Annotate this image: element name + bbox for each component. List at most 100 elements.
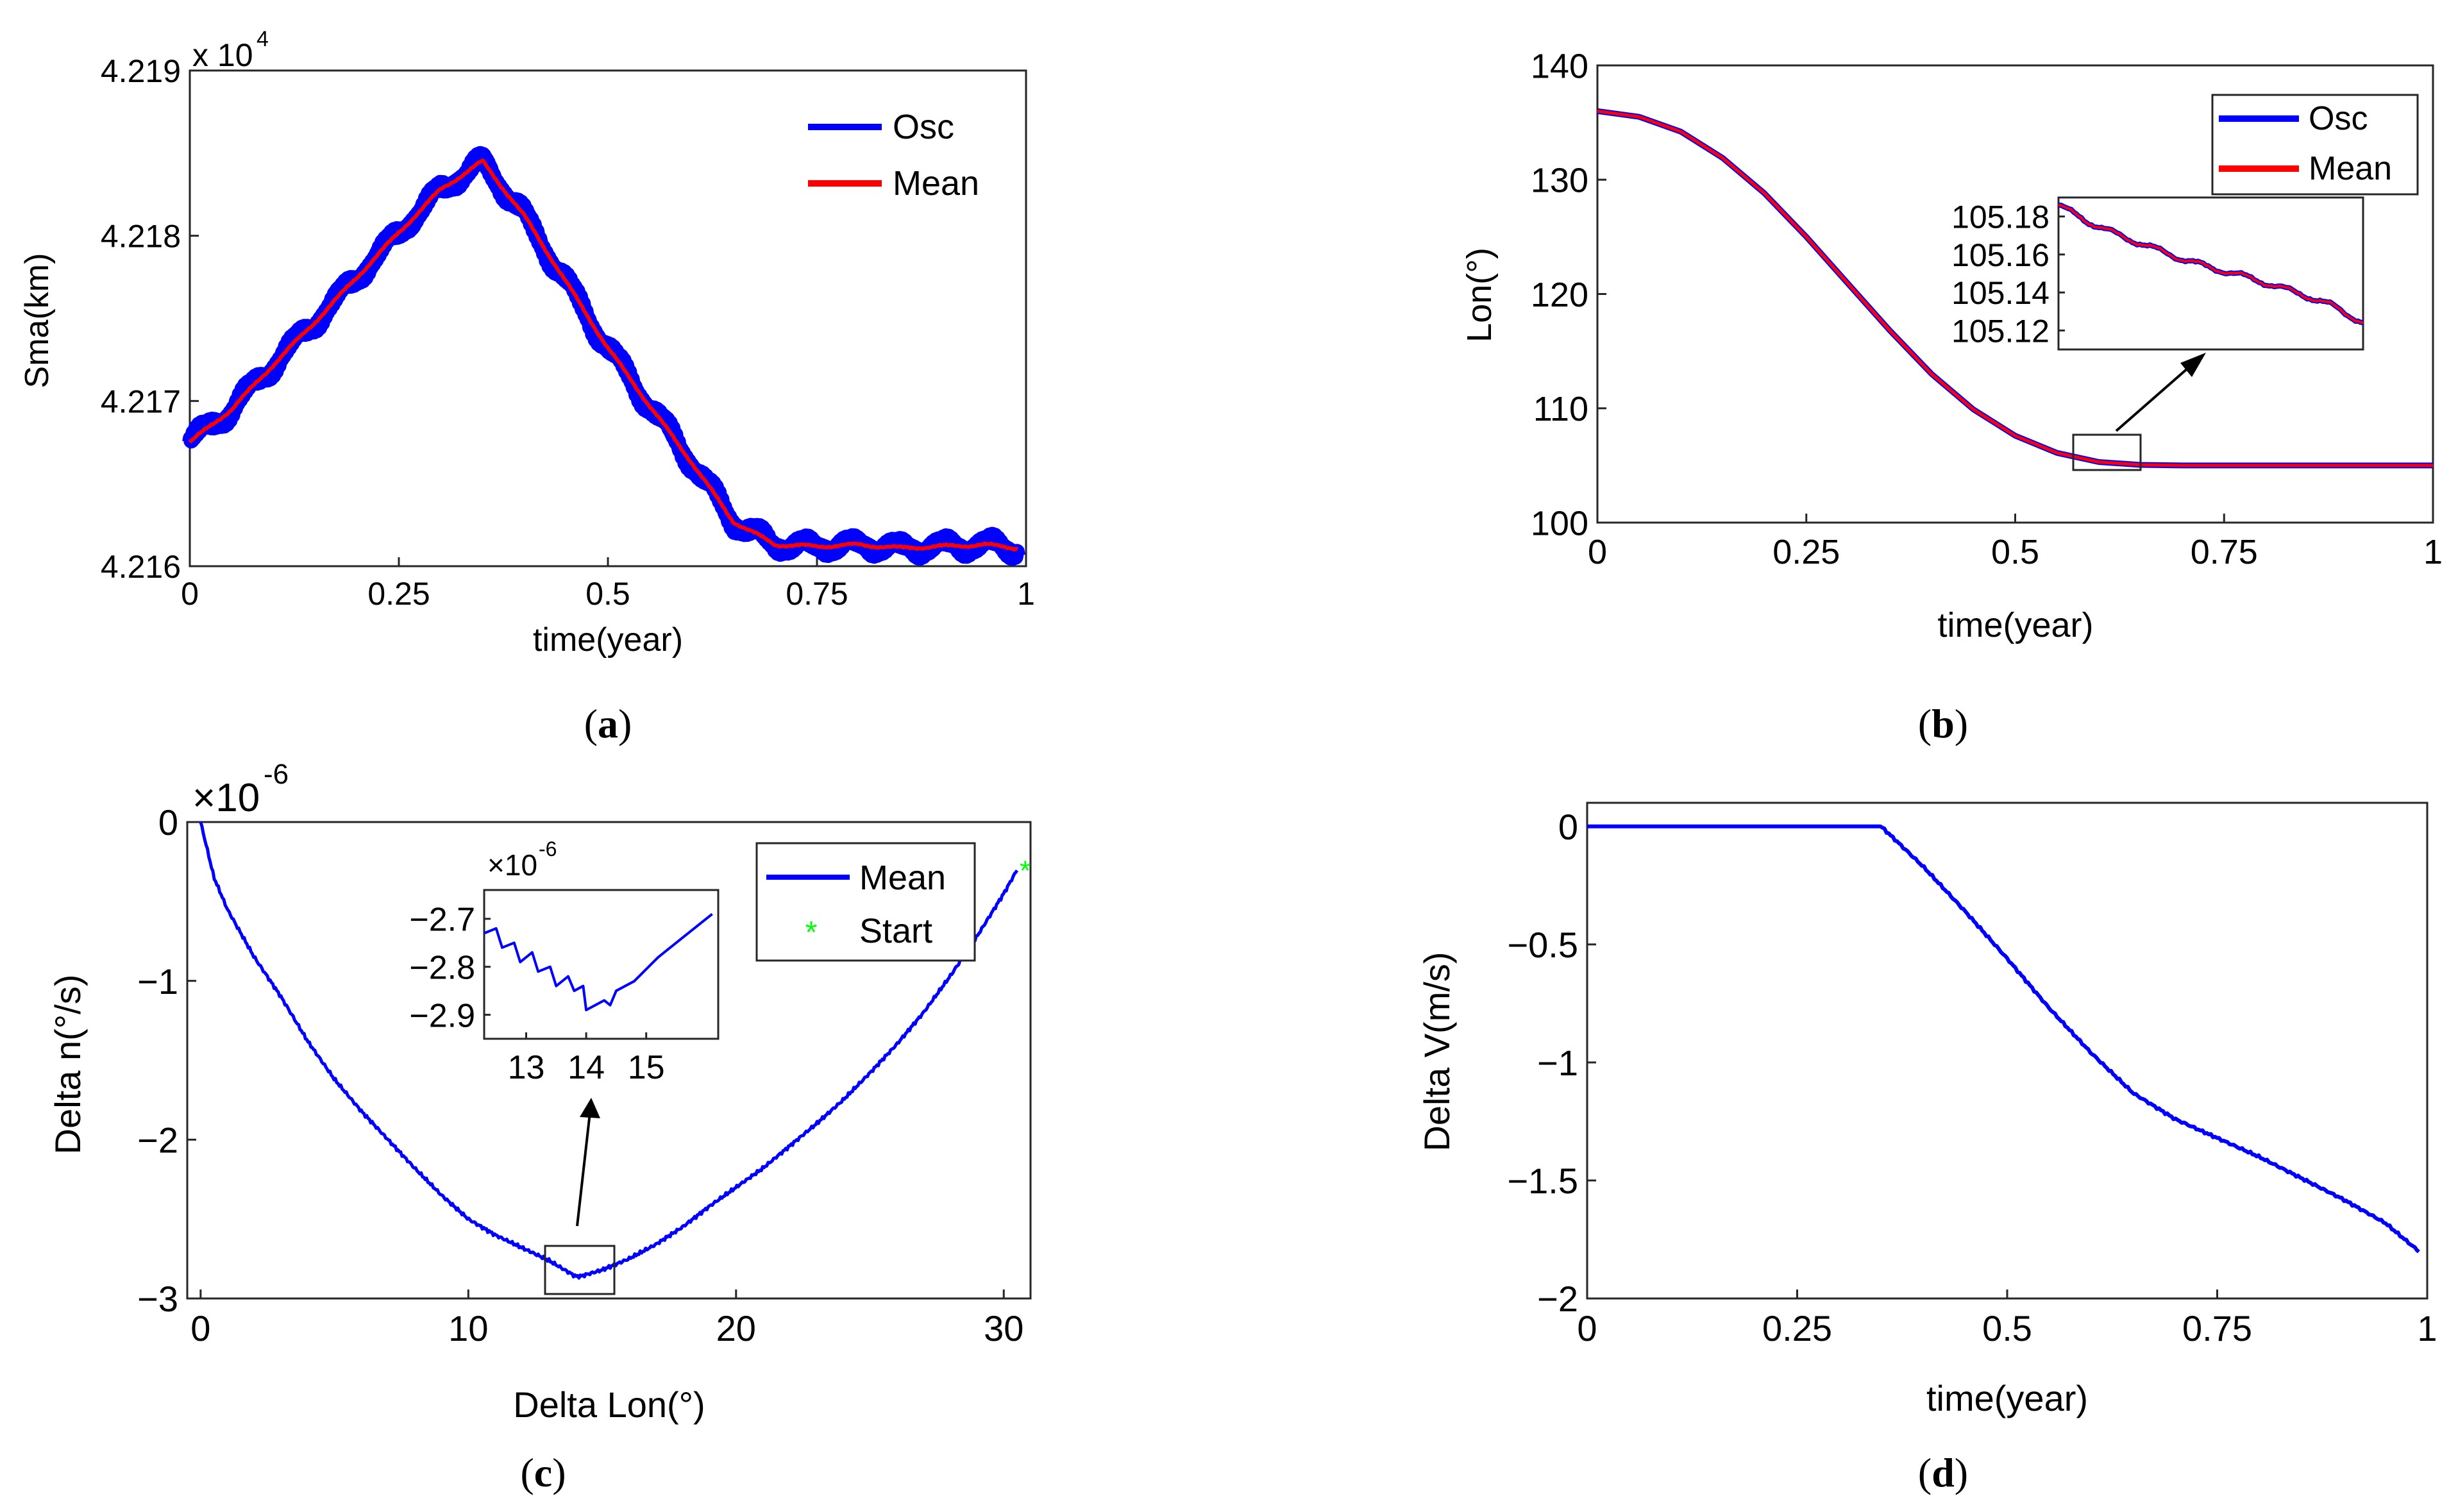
panel-b-x-ticks: 0 0.25 0.5 0.75 1 [1588,514,2443,571]
panel-b-legend-box [2211,94,2419,196]
panel-c-caption: (c) [520,1450,566,1495]
panel-c-inset-line [484,912,713,1012]
panel-b-ylabel: Lon(°) [1460,248,1499,342]
panel-c-ylabel: Delta n(°/s) [47,975,88,1155]
panel-d-ytick-label: −2 [1537,1279,1578,1319]
panel-c-start-point: * [1020,855,1031,886]
panel-b-inset-ytick-label: 105.16 [1951,237,2050,273]
panel-b-legend-osc: Osc [2309,100,2368,137]
panel-c-axes-box [186,821,1032,1300]
panel-d-line [1587,824,2420,1254]
panel-b-caption: (b) [1918,701,1968,746]
panel-c-xtick-label: 30 [984,1308,1023,1348]
panel-b-inset-mean-line [2058,203,2364,324]
panel-a-mean-line [188,158,1018,552]
panel-c-mean-series [199,821,1019,1280]
panel-b-ytick-label: 130 [1531,162,1588,200]
panel-c-legend-start-marker: * [805,916,818,950]
panel-c-xtick-label: 10 [448,1308,488,1348]
panel-c-ytick-label: −2 [137,1120,178,1160]
panel-c: 0 10 20 30 0 −1 −2 −3 ×10 -6 ×10 -6 13 14 15 −2.… [47,759,1032,1495]
panel-c-ytick-label: −3 [137,1279,178,1319]
panel-c-zoom-box [544,1245,616,1295]
panel-a-ytick-label: 4.216 [101,549,181,585]
panel-d-x-ticks: 0 0.25 0.5 0.75 1 [1577,1289,2437,1348]
panel-c-legend-start: Start [859,912,932,950]
panel-c-zoom-arrow [576,1112,591,1227]
panel-a-legend-mean: Mean [893,164,979,203]
panel-a-ylabel: Sma(km) [19,253,56,389]
panel-b-xtick-label: 0.75 [2191,533,2258,571]
panel-b-xtick-label: 0 [1588,533,1607,571]
panel-c-legend-mean: Mean [859,859,946,897]
panel-d-xtick-label: 0 [1577,1308,1597,1348]
panel-c-inset-xtick-label: 15 [628,1049,665,1086]
panel-a-xtick-label: 1 [1017,576,1035,612]
panel-b-zoom-arrow [2115,362,2194,432]
panel-a-x-ticks: 0 0.25 0.5 0.75 1 [181,557,1035,612]
panel-b-zoom-arrowhead [2180,353,2206,377]
panel-a-ytick-label: 4.218 [101,219,181,255]
panel-a-mean-series [188,158,1018,552]
panel-b-legend: Osc Mean [2211,94,2419,196]
panel-c-inset-exponent-base: ×10 [487,848,537,882]
panel-b-mean-line [1597,109,2433,467]
panel-c-inset-series [484,912,713,1012]
panel-a-caption: (a) [584,701,632,746]
panel-b-inset-box [2057,196,2364,351]
panel-c-xtick-label: 20 [716,1308,756,1348]
panel-c-inset-ytick-label: −2.7 [409,902,475,939]
panel-b-xtick-label: 0.25 [1772,533,1840,571]
panel-d-series [1587,824,2420,1254]
panel-c-inset-xtick-label: 14 [568,1049,605,1086]
panel-c-inset: ×10 -6 13 14 15 −2.7 −2.8 −2.9 [409,837,720,1086]
panel-d-ytick-label: 0 [1558,807,1578,847]
panel-a-legend: Osc Mean [808,108,979,203]
panel-d: 0 0.25 0.5 0.75 1 0 −0.5 −1 −1.5 −2 time(year) D… [1417,802,2437,1495]
panel-c-xlabel: Delta Lon(°) [513,1384,705,1425]
panel-c-inset-y-ticks: −2.7 −2.8 −2.9 [409,902,491,1034]
panel-c-inset-box [483,889,720,1040]
panel-c-y-ticks: 0 −1 −2 −3 [137,802,196,1319]
panel-b-inset-mean-series [2058,203,2364,324]
panel-d-y-ticks: 0 −0.5 −1 −1.5 −2 [1507,807,1596,1319]
panel-d-caption: (d) [1918,1450,1968,1495]
panel-a-xtick-label: 0.25 [367,576,430,612]
panel-d-ylabel: Delta V(m/s) [1417,952,1457,1151]
panel-a-exponent-base: x 10 [192,37,253,73]
panel-c-start-series: * [1020,855,1031,886]
panel-a-ytick-label: 4.219 [101,53,181,89]
panel-c-ytick-label: −1 [137,961,178,1002]
panel-b-xtick-label: 1 [2423,533,2443,571]
panel-b-ytick-label: 120 [1531,276,1588,314]
panel-c-inset-exponent-power: -6 [539,837,557,861]
panel-b-zoom-box [2072,433,2142,471]
panel-a-xlabel: time(year) [533,621,683,659]
panel-a-xtick-label: 0 [181,576,199,612]
panel-c-exponent-power: -6 [264,759,289,790]
panel-d-xtick-label: 0.5 [1982,1308,2032,1348]
panel-a-exponent-power: 4 [257,27,269,51]
panel-a-ytick-label: 4.217 [101,383,181,419]
panel-b-xlabel: time(year) [1937,606,2093,644]
panel-b-ytick-label: 140 [1531,47,1588,85]
panel-b-inset-ytick-label: 105.12 [1951,313,2050,349]
panel-b-ytick-label: 100 [1531,504,1588,542]
panel-b-y-ticks: 100 110 120 130 140 [1531,47,1606,542]
panel-d-xtick-label: 0.25 [1762,1308,1832,1348]
panel-d-xtick-label: 1 [2417,1308,2437,1348]
panel-c-x-ticks: 0 10 20 30 [190,1289,1023,1348]
panel-b-mean-series [1597,109,2433,467]
panel-a-legend-osc: Osc [893,108,954,146]
panel-b-xtick-label: 0.5 [1991,533,2039,571]
panel-a-xtick-label: 0.75 [786,576,848,612]
panel-c-inset-ytick-label: −2.8 [409,949,475,986]
panel-c-legend-box [755,842,976,962]
panel-c-zoom-arrowhead [580,1098,600,1118]
panel-d-ytick-label: −1.5 [1507,1161,1578,1201]
